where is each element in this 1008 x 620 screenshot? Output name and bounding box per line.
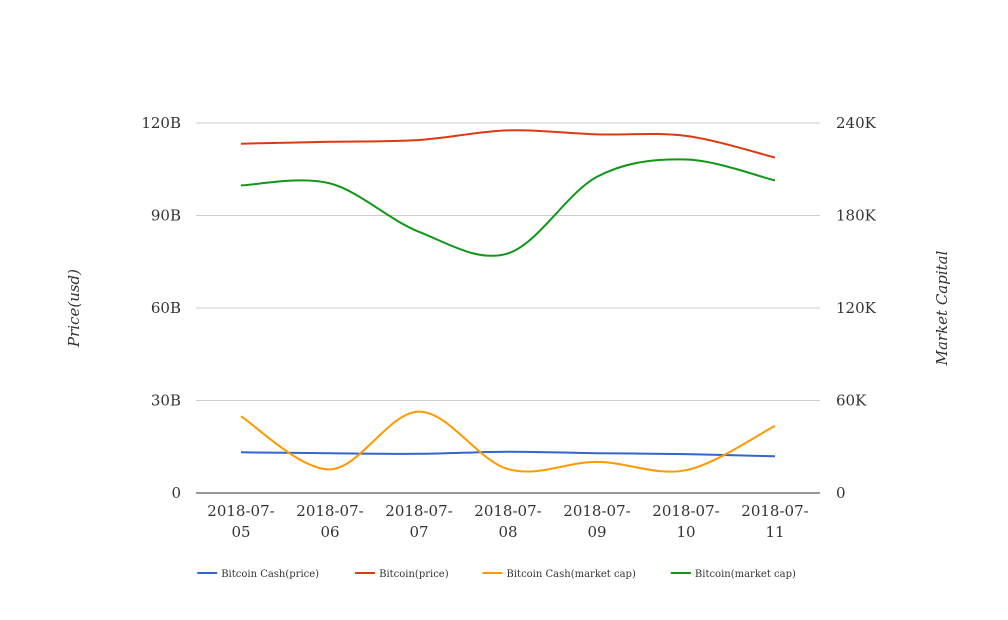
legend-label: Bitcoin(price): [379, 569, 449, 580]
series-line-bitcoin-cash-price: [240, 450, 776, 458]
tick-labels: 0 0 30B 60K 60B 120K 90B 180K 120B 240K 2018-07-05…: [141, 114, 876, 541]
y-tick-label-left: 30B: [151, 392, 181, 410]
legend-item[interactable]: Bitcoin Cash(market cap): [482, 569, 636, 580]
x-tick-label: 2018-07-07: [385, 502, 452, 541]
legend-label: Bitcoin Cash(price): [221, 569, 319, 580]
y-tick-label-left: 120B: [141, 114, 181, 132]
x-tick-label: 2018-07-09: [563, 502, 630, 541]
y-tick-label-right: 0: [836, 484, 846, 502]
y-tick-label-left: 0: [171, 484, 181, 502]
x-tick-label: 2018-07-08: [474, 502, 541, 541]
x-tick-label: 2018-07-10: [652, 502, 719, 541]
legend-item[interactable]: Bitcoin Cash(price): [197, 569, 319, 580]
y-axis-title-left: Price(usd): [65, 269, 83, 348]
y-tick-label-right: 60K: [836, 392, 867, 410]
x-tick-label: 2018-07-05: [207, 502, 274, 541]
series-lines: [240, 129, 776, 473]
y-tick-label-left: 90B: [151, 207, 181, 225]
y-tick-label-left: 60B: [151, 299, 181, 317]
series-line-bitcoin-price: [240, 129, 776, 159]
series-line-bitcoin-cash-market-cap: [240, 410, 776, 473]
y-tick-label-right: 180K: [836, 207, 877, 225]
legend: Bitcoin Cash(price) Bitcoin(price) Bitcoin…: [197, 569, 796, 580]
legend-label: Bitcoin Cash(market cap): [507, 569, 636, 580]
legend-item[interactable]: Bitcoin(market cap): [670, 569, 796, 580]
legend-item[interactable]: Bitcoin(price): [355, 569, 449, 580]
y-axis-title-right: Market Capital: [933, 250, 951, 366]
gridlines: [196, 122, 820, 401]
x-tick-label: 2018-07-06: [296, 502, 363, 541]
series-line-bitcoin-market-cap: [240, 158, 776, 257]
x-tick-label: 2018-07-11: [741, 502, 808, 541]
legend-label: Bitcoin(market cap): [695, 569, 796, 580]
y-tick-label-right: 120K: [836, 299, 877, 317]
y-tick-label-right: 240K: [836, 114, 877, 132]
